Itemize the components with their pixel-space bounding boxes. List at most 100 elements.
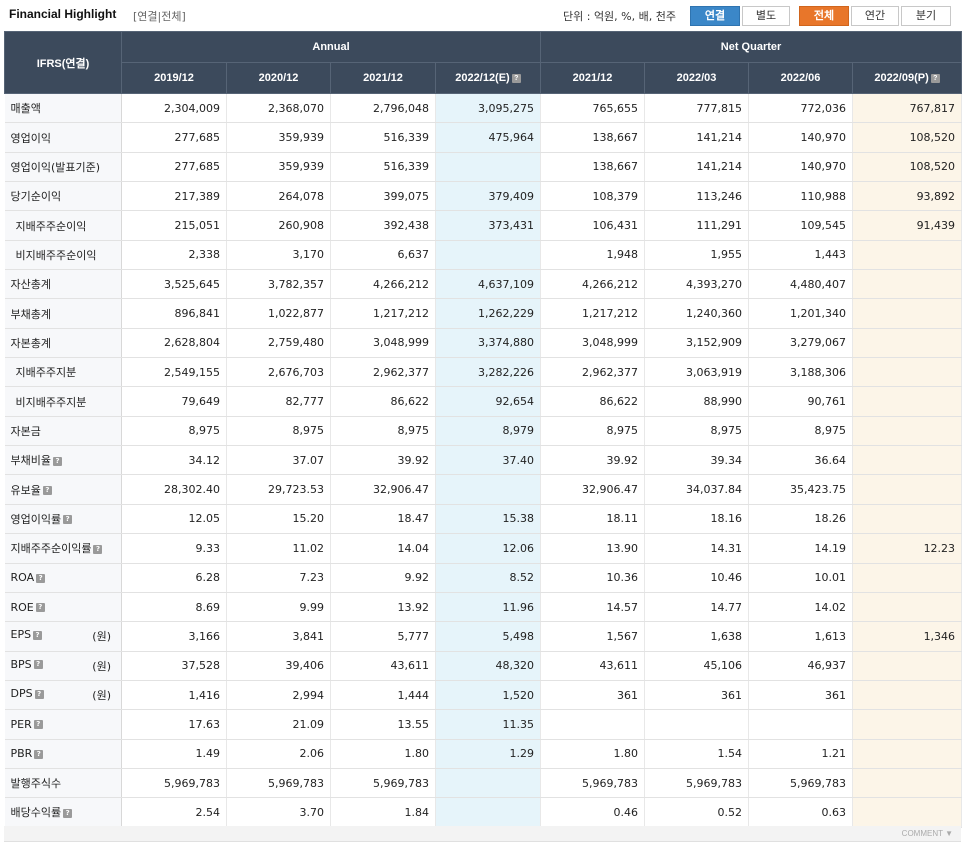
table-cell xyxy=(435,474,542,505)
table-cell xyxy=(852,680,963,711)
table-row: 지배주주순이익 215,051 260,908 392,438 373,431 106,4… xyxy=(4,210,963,241)
column-header-label: 2021/12 xyxy=(572,72,613,84)
table-cell: 777,815 xyxy=(644,93,750,124)
row-label-text: 영업이익률 xyxy=(10,512,62,526)
info-icon[interactable]: ? xyxy=(63,515,73,525)
table-cell: 2,994 xyxy=(226,680,331,711)
table-cell: 6.28 xyxy=(121,563,227,593)
table-cell: 3,095,275 xyxy=(435,93,542,124)
table-cell xyxy=(852,240,963,271)
table-cell: 91,439 xyxy=(852,210,963,241)
table-cell: 32,906.47 xyxy=(330,474,436,505)
row-label-text: 발행주식수 xyxy=(10,777,62,791)
table-cell: 11.96 xyxy=(435,592,542,623)
table-cell: 2,962,377 xyxy=(330,357,436,388)
table-cell: 35,423.75 xyxy=(748,474,854,505)
table-cell: 3,374,880 xyxy=(435,328,542,359)
info-icon[interactable]: ? xyxy=(33,720,43,730)
column-header: 2021/12 xyxy=(540,62,646,94)
table-cell: 39.92 xyxy=(540,445,646,476)
table-cell: 1,955 xyxy=(644,240,750,271)
table-cell: 34.12 xyxy=(121,445,227,476)
row-label-text: BPS xyxy=(10,657,32,671)
row-label-text: PER xyxy=(10,717,32,731)
row-label-text: 부채총계 xyxy=(10,307,51,321)
separate-button[interactable]: 별도 xyxy=(742,6,790,26)
table-cell: 8,975 xyxy=(540,416,646,447)
row-label: 유보율? xyxy=(4,474,122,505)
table-row: 배당수익률? 2.54 3.70 1.84 0.46 0.52 0.63 xyxy=(4,797,963,828)
table-cell: 260,908 xyxy=(226,210,331,241)
table-cell: 8.52 xyxy=(435,563,542,593)
table-cell: 1.80 xyxy=(540,739,646,769)
row-label-text: 당기순이익 xyxy=(10,190,62,204)
table-cell: 109,545 xyxy=(748,210,854,241)
table-cell: 217,389 xyxy=(121,181,227,212)
info-icon[interactable]: ? xyxy=(35,603,45,613)
table-cell: 399,075 xyxy=(330,181,436,212)
table-cell: 138,667 xyxy=(540,122,646,153)
table-cell: 896,841 xyxy=(121,298,227,329)
row-label: 영업이익(발표기준) xyxy=(4,152,122,183)
table-cell: 45,106 xyxy=(644,651,750,681)
table-cell: 277,685 xyxy=(121,122,227,153)
table-row: 유보율? 28,302.40 29,723.53 32,906.47 32,906.47… xyxy=(4,474,963,505)
table-cell: 359,939 xyxy=(226,152,331,183)
table-cell: 3,782,357 xyxy=(226,269,331,300)
table-cell: 108,520 xyxy=(852,122,963,153)
table-cell: 110,988 xyxy=(748,181,854,212)
info-icon[interactable]: ? xyxy=(33,630,43,640)
annual-group-header: Annual xyxy=(120,31,542,63)
quarterly-button[interactable]: 분기 xyxy=(901,6,951,26)
column-header: 2019/12 xyxy=(121,62,227,94)
info-icon[interactable]: ? xyxy=(42,486,52,496)
table-cell: 86,622 xyxy=(330,386,436,417)
row-label-text: ROA xyxy=(10,571,35,585)
table-cell xyxy=(435,797,542,828)
table-cell xyxy=(852,445,963,476)
row-label-text: 매출액 xyxy=(10,102,41,116)
table-cell: 11.35 xyxy=(435,709,542,740)
table-cell xyxy=(852,797,963,828)
annual-button[interactable]: 연간 xyxy=(851,6,899,26)
table-cell: 1.21 xyxy=(748,739,854,769)
row-label-text: 자본총계 xyxy=(10,336,51,350)
table-cell: 361 xyxy=(644,680,750,711)
info-icon[interactable]: ? xyxy=(63,808,73,818)
table-cell: 2,549,155 xyxy=(121,357,227,388)
ifrs-header: IFRS(연결) xyxy=(4,31,122,94)
table-row: BPS? (원) 37,528 39,406 43,611 48,320 43,611 45,… xyxy=(4,651,963,681)
table-cell xyxy=(852,768,963,799)
info-icon[interactable]: ? xyxy=(36,573,46,583)
table-cell xyxy=(852,298,963,329)
comment-toggle[interactable]: COMMENT ▼ xyxy=(901,829,953,838)
table-cell: 2.54 xyxy=(121,797,227,828)
table-cell: 8,975 xyxy=(748,416,854,447)
row-label-text: 배당수익률 xyxy=(10,806,62,820)
quarter-group-header: Net Quarter xyxy=(540,31,963,63)
info-icon[interactable]: ? xyxy=(33,660,43,670)
row-label: 당기순이익 xyxy=(4,181,122,212)
info-icon[interactable]: ? xyxy=(511,73,521,83)
column-header-label: 2021/12 xyxy=(363,72,403,84)
column-header-label: 2022/03 xyxy=(676,72,717,84)
row-label-text: 지배주주순이익률 xyxy=(10,542,92,556)
consolidated-button[interactable]: 연결 xyxy=(690,6,740,26)
table-cell: 392,438 xyxy=(330,210,436,241)
info-icon[interactable]: ? xyxy=(930,73,940,83)
table-row: 비지배주주지분 79,649 82,777 86,622 92,654 86,622 88,… xyxy=(4,386,963,417)
info-icon[interactable]: ? xyxy=(34,749,44,759)
row-label-text: DPS xyxy=(10,687,33,701)
column-header: 2022/06 xyxy=(748,62,854,94)
table-cell: 516,339 xyxy=(330,152,436,183)
table-cell xyxy=(852,474,963,505)
table-cell: 18.16 xyxy=(644,504,750,535)
table-cell: 2,759,480 xyxy=(226,328,331,359)
table-row: DPS? (원) 1,416 2,994 1,444 1,520 361 361 361 xyxy=(4,680,963,711)
table-cell: 8,979 xyxy=(435,416,542,447)
info-icon[interactable]: ? xyxy=(34,689,44,699)
all-button[interactable]: 전체 xyxy=(799,6,849,26)
info-icon[interactable]: ? xyxy=(93,544,103,554)
table-cell: 140,970 xyxy=(748,152,854,183)
info-icon[interactable]: ? xyxy=(52,456,62,466)
